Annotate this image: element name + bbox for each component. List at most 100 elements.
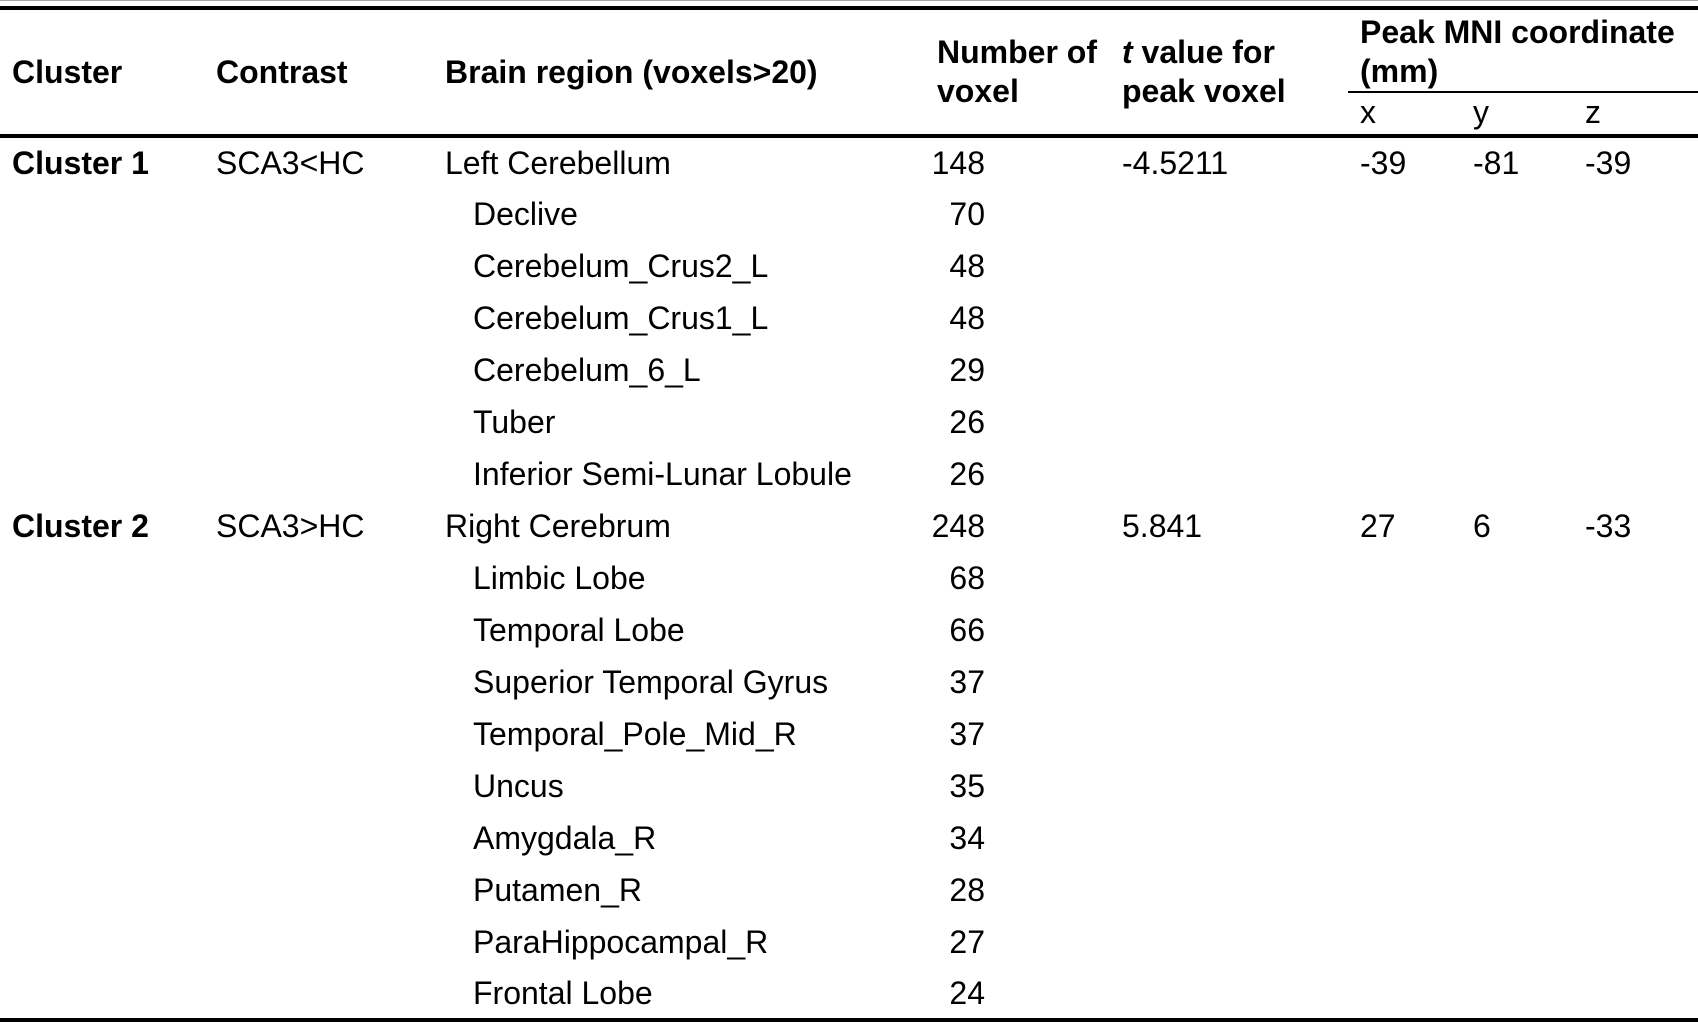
y-coordinate-cell bbox=[1461, 812, 1573, 864]
region-cell: Right Cerebrum bbox=[445, 507, 671, 544]
region-cell: ParaHippocampal_R bbox=[473, 923, 769, 960]
x-coordinate-cell bbox=[1348, 188, 1461, 240]
t-value-cell bbox=[1110, 656, 1348, 708]
x-coordinate-cell bbox=[1348, 448, 1461, 500]
contrast-cell bbox=[204, 240, 433, 292]
table-row: Cerebelum_6_L 29 bbox=[0, 344, 1698, 396]
region-cell: Frontal Lobe bbox=[473, 974, 653, 1011]
cluster-cell: Cluster 2 bbox=[12, 507, 149, 544]
t-value-cell: 5.841 bbox=[1122, 507, 1203, 544]
voxel-count-cell: 70 bbox=[949, 195, 985, 232]
t-value-cell bbox=[1110, 448, 1348, 500]
cluster-cell bbox=[0, 916, 204, 968]
t-value-cell bbox=[1110, 604, 1348, 656]
cluster-cell bbox=[0, 344, 204, 396]
voxel-count-cell: 29 bbox=[949, 351, 985, 388]
header-number-of-voxel: Number of voxel bbox=[925, 8, 1110, 138]
z-coordinate-cell bbox=[1573, 656, 1698, 708]
voxel-count-cell: 24 bbox=[949, 974, 985, 1011]
table-row: Cerebelum_Crus1_L 48 bbox=[0, 292, 1698, 344]
z-coordinate-cell: -33 bbox=[1585, 507, 1632, 544]
contrast-cell bbox=[204, 188, 433, 240]
t-value-cell bbox=[1110, 292, 1348, 344]
y-coordinate-cell: -81 bbox=[1473, 144, 1520, 181]
header-row-main: Cluster Contrast Brain region (voxels>20… bbox=[0, 8, 1698, 138]
contrast-cell bbox=[204, 396, 433, 448]
voxel-count-cell: 37 bbox=[949, 715, 985, 752]
t-value-cell bbox=[1110, 344, 1348, 396]
contrast-cell bbox=[204, 656, 433, 708]
z-coordinate-cell bbox=[1573, 292, 1698, 344]
table-row: Temporal Lobe 66 bbox=[0, 604, 1698, 656]
t-value-cell bbox=[1110, 916, 1348, 968]
cluster-cell bbox=[0, 292, 204, 344]
voxel-count-cell: 68 bbox=[949, 559, 985, 596]
y-coordinate-cell bbox=[1461, 240, 1573, 292]
z-coordinate-cell bbox=[1573, 240, 1698, 292]
t-value-cell bbox=[1110, 864, 1348, 916]
x-coordinate-cell: -39 bbox=[1360, 144, 1407, 181]
region-cell: Limbic Lobe bbox=[473, 559, 646, 596]
z-coordinate-cell bbox=[1573, 604, 1698, 656]
contrast-cell bbox=[204, 708, 433, 760]
z-coordinate-cell bbox=[1573, 344, 1698, 396]
x-coordinate-cell bbox=[1348, 656, 1461, 708]
region-cell: Cerebelum_Crus1_L bbox=[473, 299, 769, 336]
cluster-statistics-table: Cluster Contrast Brain region (voxels>20… bbox=[0, 6, 1698, 1022]
voxel-count-cell: 148 bbox=[931, 144, 985, 181]
table-body: Cluster 1 SCA3<HC Left Cerebellum 148 -4… bbox=[0, 136, 1698, 1020]
table-row: Uncus 35 bbox=[0, 760, 1698, 812]
y-coordinate-cell bbox=[1461, 396, 1573, 448]
contrast-cell: SCA3<HC bbox=[216, 144, 365, 181]
table-row: Superior Temporal Gyrus 37 bbox=[0, 656, 1698, 708]
contrast-cell bbox=[204, 864, 433, 916]
cluster-cell bbox=[0, 812, 204, 864]
cluster-cell bbox=[0, 552, 204, 604]
table-row: Declive 70 bbox=[0, 188, 1698, 240]
y-coordinate-cell bbox=[1461, 344, 1573, 396]
table-row: Cerebelum_Crus2_L 48 bbox=[0, 240, 1698, 292]
table-row: ParaHippocampal_R 27 bbox=[0, 916, 1698, 968]
t-italic: t bbox=[1122, 34, 1133, 70]
cluster-cell bbox=[0, 448, 204, 500]
z-coordinate-cell bbox=[1573, 864, 1698, 916]
x-coordinate-cell bbox=[1348, 708, 1461, 760]
z-coordinate-cell bbox=[1573, 916, 1698, 968]
contrast-cell bbox=[204, 448, 433, 500]
x-coordinate-cell bbox=[1348, 240, 1461, 292]
table-row: Limbic Lobe 68 bbox=[0, 552, 1698, 604]
header-coord-z: z bbox=[1573, 92, 1698, 138]
x-coordinate-cell bbox=[1348, 968, 1461, 1020]
t-value-cell bbox=[1110, 240, 1348, 292]
header-brain-region: Brain region (voxels>20) bbox=[433, 8, 925, 138]
region-cell: Inferior Semi-Lunar Lobule bbox=[473, 455, 852, 492]
cluster-cell bbox=[0, 396, 204, 448]
header-coord-y: y bbox=[1461, 92, 1573, 138]
header-contrast: Contrast bbox=[204, 8, 433, 138]
x-coordinate-cell bbox=[1348, 916, 1461, 968]
x-coordinate-cell: 27 bbox=[1360, 507, 1396, 544]
region-cell: Uncus bbox=[473, 767, 564, 804]
table-row: Putamen_R 28 bbox=[0, 864, 1698, 916]
voxel-count-cell: 35 bbox=[949, 767, 985, 804]
t-value-cell bbox=[1110, 552, 1348, 604]
header-cluster: Cluster bbox=[0, 8, 204, 138]
contrast-cell bbox=[204, 552, 433, 604]
x-coordinate-cell bbox=[1348, 344, 1461, 396]
voxel-count-cell: 48 bbox=[949, 247, 985, 284]
voxel-count-cell: 34 bbox=[949, 819, 985, 856]
cluster-cell bbox=[0, 760, 204, 812]
t-value-cell bbox=[1110, 188, 1348, 240]
t-value-cell: -4.5211 bbox=[1122, 144, 1229, 181]
z-coordinate-cell bbox=[1573, 396, 1698, 448]
y-coordinate-cell bbox=[1461, 708, 1573, 760]
region-cell: Cerebelum_6_L bbox=[473, 351, 701, 388]
voxel-count-cell: 28 bbox=[949, 871, 985, 908]
y-coordinate-cell bbox=[1461, 604, 1573, 656]
y-coordinate-cell bbox=[1461, 188, 1573, 240]
region-cell: Temporal_Pole_Mid_R bbox=[473, 715, 797, 752]
x-coordinate-cell bbox=[1348, 760, 1461, 812]
y-coordinate-cell bbox=[1461, 760, 1573, 812]
cluster-cell bbox=[0, 188, 204, 240]
